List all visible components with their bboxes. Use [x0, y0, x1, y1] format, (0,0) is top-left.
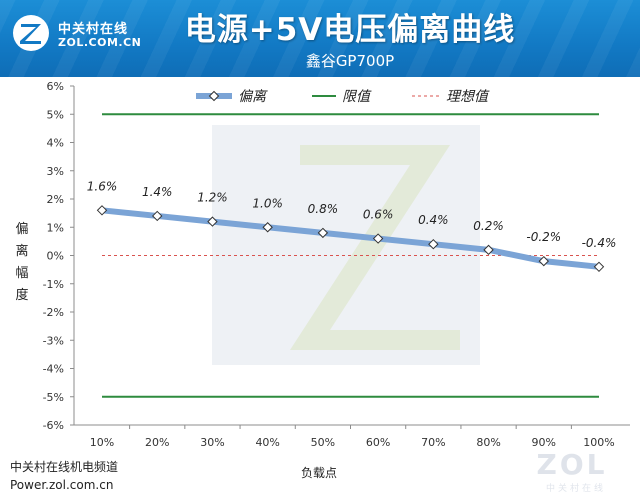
data-label: 1.2%	[197, 191, 228, 205]
x-tick-label: 100%	[583, 436, 614, 449]
data-label: -0.2%	[526, 230, 561, 244]
data-label: 0.6%	[363, 208, 394, 222]
zol-watermark: ZOL	[536, 448, 608, 481]
legend-deviation-label: 偏离	[238, 89, 268, 105]
y-axis-title-char: 幅	[15, 266, 28, 281]
data-point-marker	[483, 244, 494, 256]
zol-logo-icon	[12, 14, 50, 52]
data-point-marker	[593, 261, 605, 273]
data-point-marker	[152, 210, 163, 222]
x-tick-label: 20%	[145, 436, 169, 449]
legend: 偏离 限值 理想值	[196, 89, 490, 105]
y-tick-label: 5%	[47, 108, 64, 121]
zol-watermark-sub: 中关村在线	[545, 484, 606, 494]
data-point-marker	[207, 216, 218, 227]
data-point-marker	[538, 255, 549, 267]
data-point-marker	[372, 233, 384, 244]
page-title: 电源+5V电压偏离曲线	[184, 12, 516, 48]
data-marks: 1.6% 1.4% 1.2% 1.0% 0.8% 0.6% 0.4% 0.2% -0.2% -0.…	[87, 179, 617, 273]
deviation-chart: 6% 5% 4% 3% 2% 1% 0% -1% -2% -3% -4% -5% -6% 10% 20% 30…	[15, 80, 630, 480]
data-label: 0.2%	[473, 219, 504, 233]
y-axis-title-char: 度	[15, 287, 28, 303]
data-label: 1.4%	[142, 185, 173, 199]
y-axis-title-char: 偏	[15, 222, 28, 237]
x-tick-label: 50%	[311, 436, 335, 449]
data-point-marker	[428, 238, 439, 250]
y-tick-label: -3%	[43, 334, 64, 347]
legend-limit-label: 限值	[342, 89, 372, 105]
axes: 6% 5% 4% 3% 2% 1% 0% -1% -2% -3% -4% -5% -6% 10% 20% 30…	[15, 80, 630, 480]
chart-header: 中关村在线 ZOL.COM.CN 电源+5V电压偏离曲线 鑫谷GP700P	[0, 0, 640, 77]
footer-url: Power.zol.com.cn	[10, 478, 114, 492]
y-tick-label: -2%	[43, 306, 64, 319]
x-axis-title: 负载点	[301, 466, 337, 480]
data-label: -0.4%	[582, 236, 617, 250]
y-tick-label: 1%	[47, 221, 64, 234]
deviation-line	[99, 207, 602, 270]
y-tick-label: -1%	[43, 278, 64, 291]
y-tick-label: 4%	[47, 137, 64, 150]
data-label: 1.6%	[87, 179, 118, 193]
footer-channel: 中关村在线机电频道	[10, 460, 119, 474]
data-label: 0.4%	[418, 213, 449, 227]
logo-cn-text: 中关村在线	[58, 22, 129, 37]
logo-en-text: ZOL.COM.CN	[58, 36, 142, 49]
legend-deviation-marker	[208, 90, 220, 102]
background-watermark	[212, 125, 480, 365]
legend-ideal-label: 理想值	[446, 89, 490, 105]
header-texture	[0, 0, 640, 77]
x-tick-label: 30%	[200, 436, 224, 449]
y-tick-label: -6%	[43, 419, 64, 432]
data-point-marker	[262, 222, 273, 233]
page-subtitle: 鑫谷GP700P	[305, 52, 395, 70]
x-tick-label: 40%	[255, 436, 279, 449]
data-label: 1.0%	[252, 196, 283, 210]
data-point-marker	[317, 227, 329, 239]
y-tick-label: -5%	[43, 391, 64, 404]
x-tick-label: 10%	[90, 436, 114, 449]
chart-area: 6% 5% 4% 3% 2% 1% 0% -1% -2% -3% -4% -5% -6% 10% 20% 30…	[0, 77, 640, 498]
data-point-marker	[96, 205, 108, 216]
y-tick-label: 3%	[47, 165, 64, 178]
x-tick-label: 90%	[532, 436, 556, 449]
y-tick-label: -4%	[43, 363, 64, 376]
y-tick-label: 0%	[47, 250, 64, 263]
x-tick-label: 80%	[476, 436, 500, 449]
x-tick-label: 70%	[421, 436, 445, 449]
data-label: 0.8%	[308, 202, 339, 216]
series-lines	[99, 113, 602, 398]
x-tick-label: 60%	[366, 436, 390, 449]
y-tick-label: 2%	[47, 193, 64, 206]
y-tick-label: 6%	[47, 80, 64, 93]
y-axis-title-char: 离	[15, 243, 28, 259]
